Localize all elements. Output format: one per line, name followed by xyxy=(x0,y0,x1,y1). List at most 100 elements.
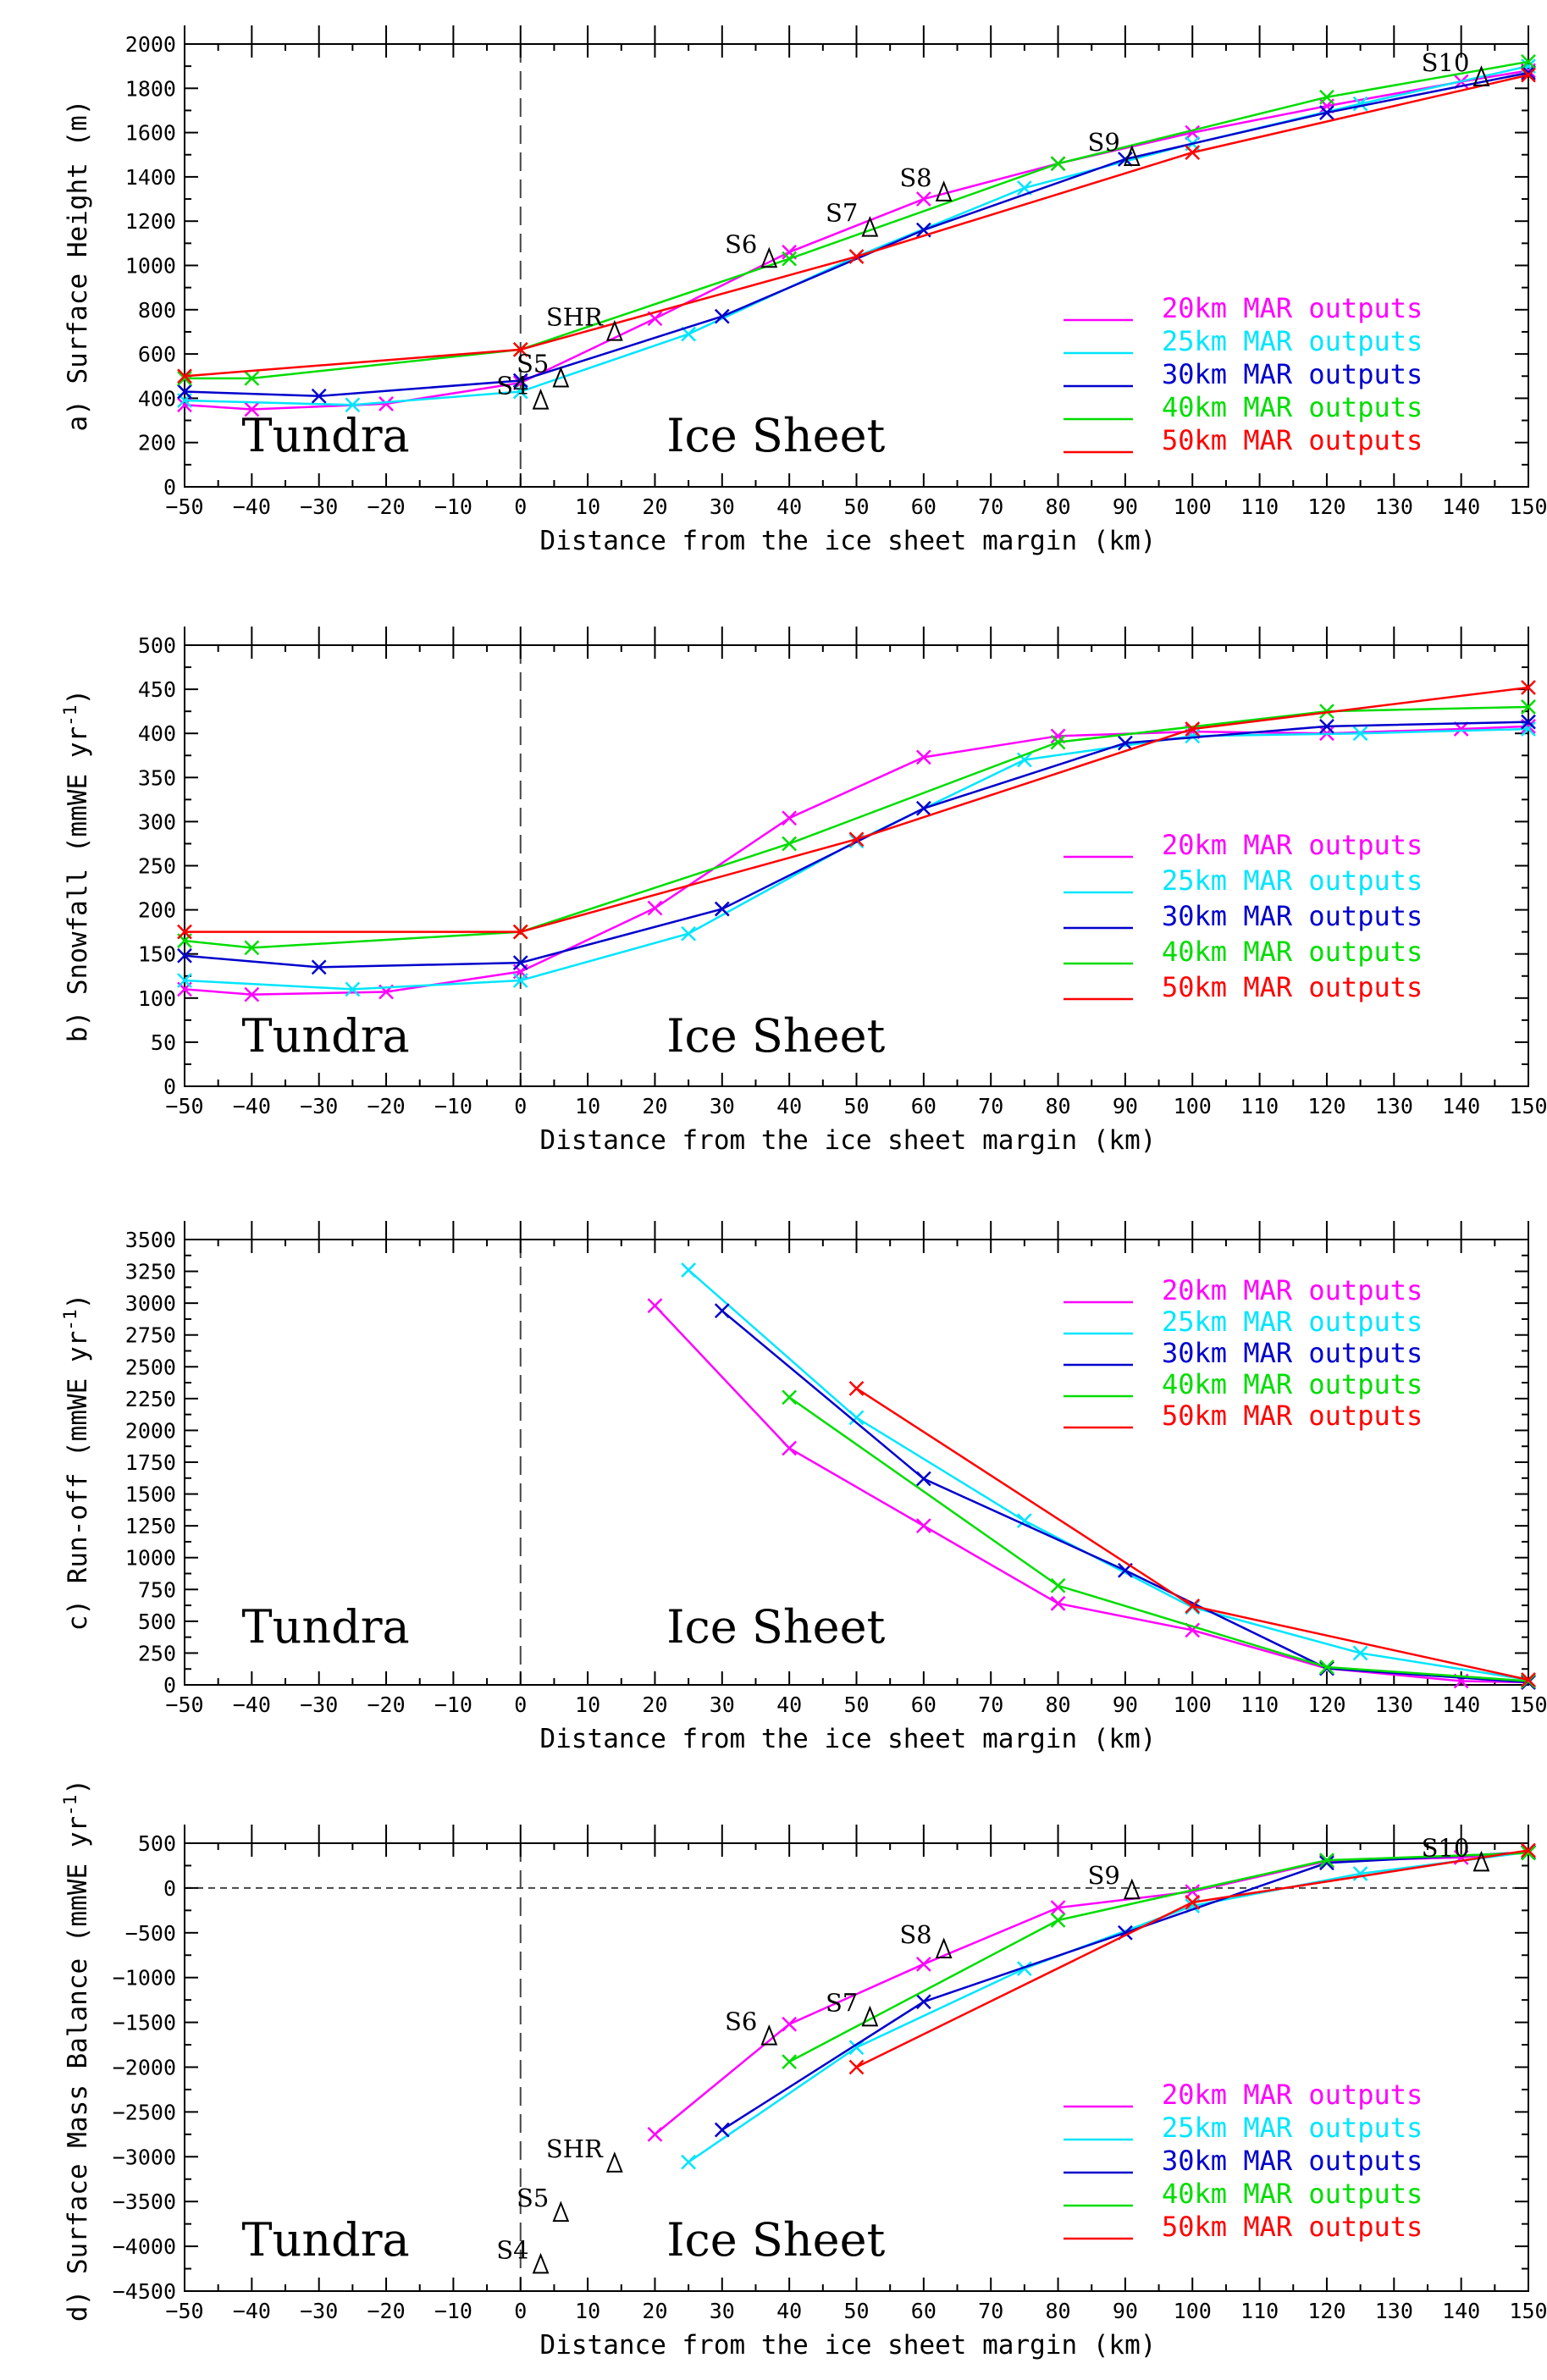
panel-c-y-tick-label: 500 xyxy=(138,1610,176,1634)
panel-c-y-tick-label: 2000 xyxy=(125,1418,176,1443)
panel-d-y-tick-label: 500 xyxy=(138,1831,176,1856)
panel-b-legend-label-40km: 40km MAR outputs xyxy=(1162,936,1423,968)
panel-b-tundra-label: Tundra xyxy=(242,1009,410,1063)
panel-d-station-s9-label: S9 xyxy=(1088,1861,1120,1890)
panel-d-y-tick-label: −1500 xyxy=(113,2011,176,2035)
panel-d-x-tick-label: 70 xyxy=(978,2299,1003,2323)
panel-a-station-s6-marker xyxy=(760,246,778,268)
panel-b-series-30km-point xyxy=(915,800,931,816)
panel-a-x-tick-label: 110 xyxy=(1240,494,1279,519)
panel-d-x-axis-label: Distance from the ice sheet margin (km) xyxy=(540,2330,1157,2361)
panel-a-x-tick-label: 140 xyxy=(1442,494,1480,519)
panel-d-series-50km-point xyxy=(1521,1842,1536,1858)
panel-b-series-40km-point xyxy=(1050,734,1066,750)
panel-c-series-40km-line xyxy=(788,1396,1529,1682)
panel-b-series-30km-point xyxy=(512,955,528,971)
panel-b-x-axis-label: Distance from the ice sheet margin (km) xyxy=(540,1125,1157,1156)
panel-a-x-axis-label: Distance from the ice sheet margin (km) xyxy=(540,526,1157,556)
panel-a-series-50km-point xyxy=(1185,145,1201,161)
panel-d-series-25km-point xyxy=(681,2154,697,2170)
panel-d-tundra-label: Tundra xyxy=(242,2213,410,2267)
panel-b-x-tick-label: −20 xyxy=(367,1094,405,1118)
panel-b-x-tick-label: 70 xyxy=(978,1094,1003,1118)
panel-b-series-50km-point xyxy=(848,831,865,848)
panel-c-y-tick-label: 2500 xyxy=(125,1355,176,1379)
panel-a-series-20km-point xyxy=(378,396,394,411)
panel-d-series-50km-line xyxy=(855,1849,1529,2068)
panel-a-legend-label-50km: 50km MAR outputs xyxy=(1162,424,1423,456)
panel-c-series-30km-point xyxy=(714,1303,730,1319)
panel-b-series-25km-point xyxy=(681,925,697,942)
panel-a-series-20km-point xyxy=(915,191,931,207)
panel-d-series-50km-point xyxy=(848,2059,865,2075)
panel-c-legend-label-40km: 40km MAR outputs xyxy=(1162,1368,1423,1400)
panel-d-series-20km-point xyxy=(915,1956,931,1972)
panel-d-x-tick-label: 110 xyxy=(1240,2299,1279,2323)
panel-d-series-30km-point xyxy=(915,1994,931,2010)
panel-c-x-tick-label: −20 xyxy=(367,1693,405,1717)
panel-c-x-tick-label: 70 xyxy=(978,1693,1003,1717)
panel-b-x-tick-label: 120 xyxy=(1307,1094,1345,1118)
panel-d-series-20km-point xyxy=(1050,1900,1066,1916)
panel-d-ice-sheet-label: Ice Sheet xyxy=(666,2213,885,2267)
panel-d-y-tick-label: −2000 xyxy=(113,2056,176,2080)
panel-d-station-s8-marker xyxy=(935,1937,953,1959)
panel-d-series-20km-point xyxy=(647,2126,663,2142)
panel-d-x-tick-label: −50 xyxy=(165,2299,203,2323)
panel-b-x-tick-label: −10 xyxy=(434,1094,472,1118)
panel-b-y-tick-label: 400 xyxy=(138,721,176,746)
panel-c-x-tick-label: 150 xyxy=(1509,1693,1547,1717)
panel-d-x-tick-label: 40 xyxy=(776,2299,802,2323)
panel-d-station-s5-label: S5 xyxy=(517,2184,549,2212)
panel-b-series-20km-point xyxy=(782,810,798,826)
panel-d-station-s10-marker xyxy=(1472,1850,1490,1872)
panel-c-x-tick-label: −30 xyxy=(300,1693,338,1717)
panel-c-series-25km-point xyxy=(848,1410,865,1426)
panel-c-series-25km-point xyxy=(1016,1513,1032,1529)
panel-b-series-40km-point xyxy=(1521,699,1536,715)
panel-b-y-tick-label: 100 xyxy=(138,986,176,1011)
panel-d-series-25km-line xyxy=(688,1851,1529,2163)
panel-b-series-30km-point xyxy=(1319,718,1334,734)
panel-c-series-20km-point xyxy=(647,1298,663,1314)
panel-d-x-tick-label: 80 xyxy=(1045,2299,1070,2323)
panel-a-y-tick-label: 1200 xyxy=(125,209,176,234)
panel-a-series-30km-point xyxy=(512,373,528,389)
panel-c-legend-label-20km: 20km MAR outputs xyxy=(1162,1274,1423,1306)
panel-c-x-tick-label: 40 xyxy=(776,1693,802,1717)
panel-a-x-tick-label: 90 xyxy=(1113,494,1138,519)
panel-b-series-25km-point xyxy=(1352,726,1368,742)
panel-d-x-tick-label: 0 xyxy=(514,2299,527,2323)
panel-a-series-30km-point xyxy=(311,388,327,404)
panel-b-series-30km-line xyxy=(184,721,1529,969)
panel-c-tundra-label: Tundra xyxy=(242,1600,410,1654)
panel-d-series-25km-point xyxy=(848,2040,865,2056)
panel-a-x-tick-label: 60 xyxy=(911,494,936,519)
panel-c-x-tick-label: 110 xyxy=(1240,1693,1279,1717)
panel-c-x-axis-label: Distance from the ice sheet margin (km) xyxy=(540,1724,1157,1754)
panel-b-series-50km-point xyxy=(1521,680,1536,695)
panel-a-y-tick-label: 2000 xyxy=(125,32,176,57)
panel-a-station-s7-marker xyxy=(861,215,879,237)
panel-b-y-tick-label: 150 xyxy=(138,942,176,967)
panel-d-station-s4-marker xyxy=(532,2252,550,2274)
panel-c-series-50km-point xyxy=(848,1380,865,1396)
panel-b-x-tick-label: 0 xyxy=(514,1094,527,1118)
panel-d-x-tick-label: 20 xyxy=(642,2299,667,2323)
panel-c-legend-label-50km: 50km MAR outputs xyxy=(1162,1400,1423,1432)
panel-c-y-tick-label: 2750 xyxy=(125,1323,176,1348)
panel-d-station-s7-label: S7 xyxy=(826,1988,858,2017)
panel-b-legend-label-50km: 50km MAR outputs xyxy=(1162,971,1423,1003)
panel-b-series-25km-point xyxy=(177,973,192,988)
panel-a-series-30km-line xyxy=(184,71,1529,398)
panel-a-y-tick-label: 1000 xyxy=(125,254,176,279)
panel-b-series-50km-point xyxy=(1185,721,1201,737)
panel-b-y-tick-label: 500 xyxy=(138,633,176,658)
panel-a-series-50km-point xyxy=(1521,67,1536,83)
panel-c-y-tick-label: 250 xyxy=(138,1641,176,1665)
panel-b-ice-sheet-label: Ice Sheet xyxy=(666,1009,885,1063)
panel-c-x-tick-label: −50 xyxy=(165,1693,203,1717)
panel-b-x-tick-label: 100 xyxy=(1174,1094,1212,1118)
panel-b-x-tick-label: 60 xyxy=(911,1094,936,1118)
panel-c-x-tick-label: 50 xyxy=(843,1693,869,1717)
